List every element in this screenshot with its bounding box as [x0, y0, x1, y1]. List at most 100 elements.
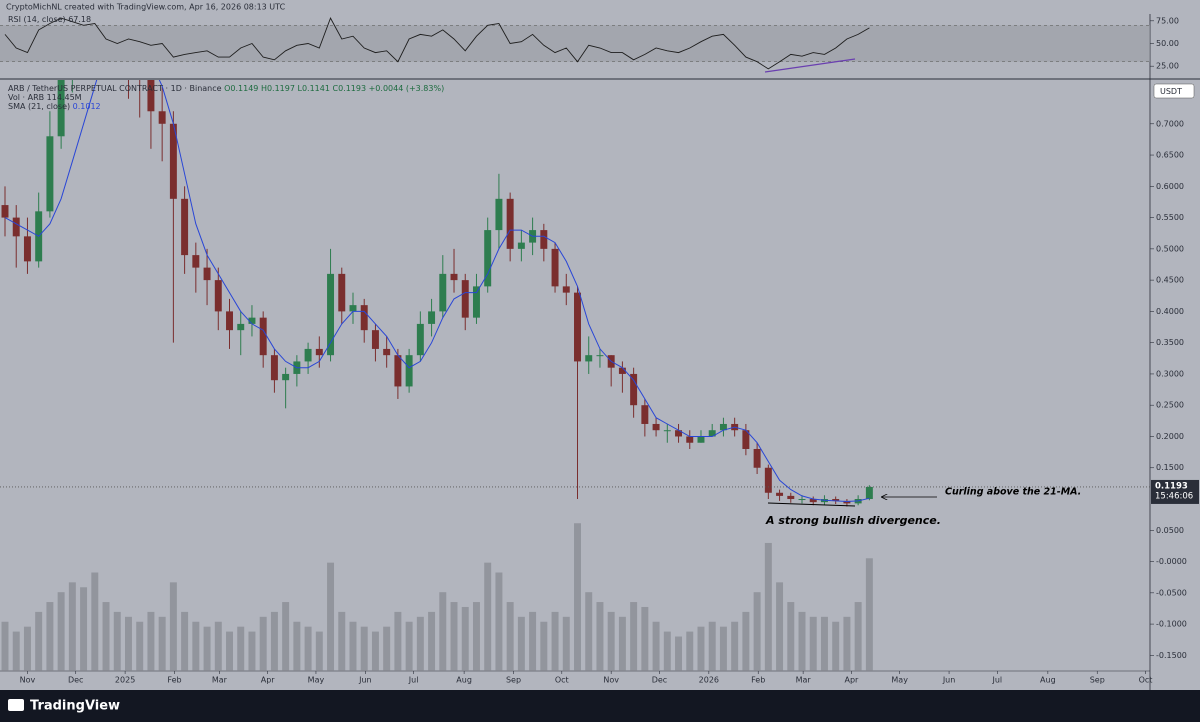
volume-bar: [607, 611, 615, 671]
candle-body: [652, 423, 660, 431]
candle-body: [327, 273, 335, 356]
volume-bar: [360, 626, 368, 671]
volume-bar: [596, 602, 604, 671]
y-tick-label: 0.5500: [1156, 213, 1184, 222]
volume-bar: [719, 626, 727, 671]
header: CryptoMichNL created with TradingView.co…: [6, 3, 286, 12]
y-tick-label: 0.2000: [1156, 432, 1184, 441]
brand: TradingView: [30, 699, 120, 714]
sma-name: SMA (21, close): [8, 102, 70, 111]
y-tick-label: 0.4500: [1156, 276, 1184, 285]
y-tick-label: 25.00: [1156, 62, 1179, 71]
volume-bar: [383, 626, 391, 671]
x-tick-label: Feb: [751, 676, 765, 685]
x-tick-label: Jun: [942, 676, 956, 685]
volume-bar: [540, 621, 548, 671]
x-tick-label: 2026: [699, 676, 719, 685]
candle-body: [641, 405, 649, 424]
candle-body: [809, 499, 817, 503]
volume-bar: [192, 621, 200, 671]
volume-bar: [865, 558, 873, 671]
volume-bar: [832, 621, 840, 671]
last-price-label: 0.1193: [1155, 481, 1188, 491]
candle-body: [192, 255, 200, 268]
x-tick-label: Nov: [603, 676, 619, 685]
y-tick-label: 0.2500: [1156, 401, 1184, 410]
volume-bar: [57, 592, 65, 671]
candle-body: [776, 492, 784, 496]
candle-body: [315, 348, 323, 356]
volume-bar: [787, 602, 795, 671]
candle-body: [708, 430, 716, 437]
candle-body: [753, 448, 761, 468]
volume-bar: [574, 523, 581, 671]
candle-body: [697, 436, 705, 443]
volume-bar: [158, 616, 166, 671]
footer-bar: [0, 690, 1200, 722]
currency-box[interactable]: [1153, 83, 1195, 99]
candle-body: [214, 280, 222, 312]
candle-body: [686, 436, 694, 443]
countdown: 15:46:06: [1155, 491, 1193, 501]
y-tick-label: 0.3000: [1156, 369, 1184, 378]
candle-body: [405, 355, 413, 387]
x-tick-label: Dec: [68, 676, 83, 685]
candle-body: [270, 355, 278, 381]
volume-bar: [23, 626, 31, 671]
candle-body: [865, 486, 873, 500]
volume-bar: [562, 616, 570, 671]
volume-bar: [439, 592, 447, 671]
candle-body: [181, 198, 189, 256]
y-tick-label: -0.1000: [1156, 620, 1187, 629]
volume-bar: [338, 611, 346, 671]
volume-bar: [506, 602, 514, 671]
volume-bar: [147, 611, 155, 671]
volume-bar: [585, 592, 593, 671]
x-tick-label: Nov: [20, 676, 36, 685]
candle-body: [450, 273, 458, 281]
volume-bar: [697, 626, 705, 671]
y-tick-label: 0.0500: [1156, 526, 1184, 535]
candle-body: [282, 373, 290, 381]
rsi-value: 67.18: [68, 15, 91, 24]
volume-bar: [484, 562, 492, 671]
candle-body: [461, 280, 469, 318]
volume-bar: [91, 572, 99, 671]
candle-body: [742, 430, 750, 449]
candle-body: [596, 355, 604, 357]
y-tick-label: 75.00: [1156, 16, 1179, 25]
volume-bar: [304, 626, 312, 671]
volume-bar: [248, 631, 256, 671]
volume-bar: [416, 616, 424, 671]
candle-body: [416, 323, 424, 356]
volume-bar: [798, 611, 806, 671]
x-tick-label: Mar: [796, 676, 812, 685]
candle-body: [472, 286, 480, 318]
x-tick-label: Jul: [408, 676, 419, 685]
currency[interactable]: USDT: [1160, 87, 1182, 96]
candle-body: [203, 267, 211, 281]
volume-bar: [270, 611, 278, 671]
volume-bar: [686, 631, 694, 671]
x-tick-label: Oct: [1139, 676, 1153, 685]
candle-body: [237, 323, 245, 331]
candle-body: [259, 317, 267, 356]
ohlc: O0.1149 H0.1197 L0.1141 C0.1193 +0.0044 …: [224, 84, 444, 93]
candle-body: [843, 500, 851, 504]
candle-body: [1, 205, 9, 218]
volume-bar: [742, 611, 750, 671]
candle-body: [169, 123, 177, 199]
volume-bar: [776, 582, 784, 671]
volume-bar: [349, 621, 357, 671]
volume-bar: [764, 542, 772, 671]
volume-name: Vol · ARB: [8, 93, 44, 102]
volume-bar: [405, 621, 413, 671]
volume-bar: [293, 621, 301, 671]
annotation: Curling above the 21-MA.: [945, 487, 1081, 498]
x-tick-label: May: [308, 676, 325, 685]
volume-bar: [226, 631, 233, 671]
symbol: ARB / TetherUS PERPETUAL CONTRACT · 1D ·…: [8, 84, 222, 93]
symbol-legend: ARB / TetherUS PERPETUAL CONTRACT · 1D ·…: [8, 84, 444, 93]
y-tick-label: 0.3500: [1156, 338, 1184, 347]
